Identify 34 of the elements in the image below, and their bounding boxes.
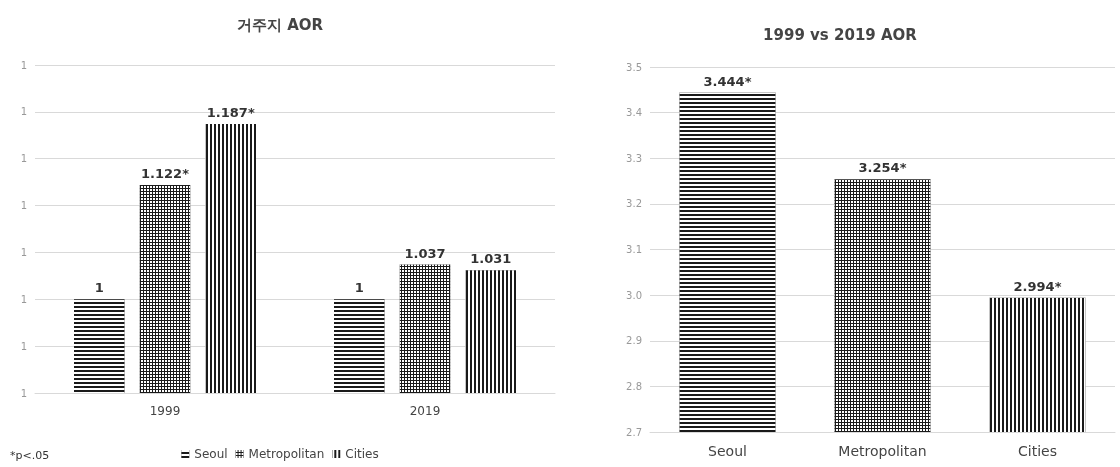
y-tick-label: 2.7: [626, 426, 642, 438]
y-tick-label: 1: [20, 106, 27, 118]
chart-title: 거주지 AOR: [236, 15, 324, 34]
data-label: 1.122*: [141, 165, 190, 181]
y-tick-label: 1: [20, 340, 27, 352]
y-tick-label: 1: [20, 59, 27, 71]
y-tick-label: 3.4: [626, 107, 642, 119]
y-tick-label: 3.3: [626, 152, 642, 164]
data-label: 3.254*: [858, 160, 907, 176]
y-tick-label: 3.5: [626, 61, 642, 73]
y-tick-label: 1: [20, 246, 27, 258]
x-tick-label: Seoul: [708, 443, 747, 459]
y-tick-label: 3.1: [626, 244, 642, 255]
x-tick-label: 1999: [149, 404, 181, 418]
y-tick-label: 3.0: [626, 289, 642, 301]
x-tick-label: Cities: [1018, 443, 1057, 459]
y-tick-label: 1: [20, 153, 27, 165]
y-tick-label: 2.8: [626, 380, 642, 392]
data-label: 3.444*: [703, 73, 752, 89]
data-label: 1: [354, 280, 364, 296]
y-tick-label: 3.2: [626, 198, 642, 210]
y-tick-label: 1: [20, 293, 27, 305]
y-tick-label: 2.9: [626, 335, 642, 347]
data-label: 1.187*: [206, 105, 255, 121]
y-tick-label: 1: [20, 200, 27, 212]
x-tick-label: 2019: [409, 404, 441, 418]
data-label: 1.031: [470, 251, 512, 267]
y-tick-label: 1: [20, 387, 27, 399]
data-label: 2.994*: [1013, 278, 1062, 294]
data-label: 1.037: [404, 245, 446, 261]
chart-title: 1999 vs 2019 AOR: [763, 25, 918, 44]
data-label: 1: [94, 280, 104, 296]
text: *p<.05: [10, 449, 50, 462]
x-tick-label: Metropolitan: [838, 443, 927, 459]
